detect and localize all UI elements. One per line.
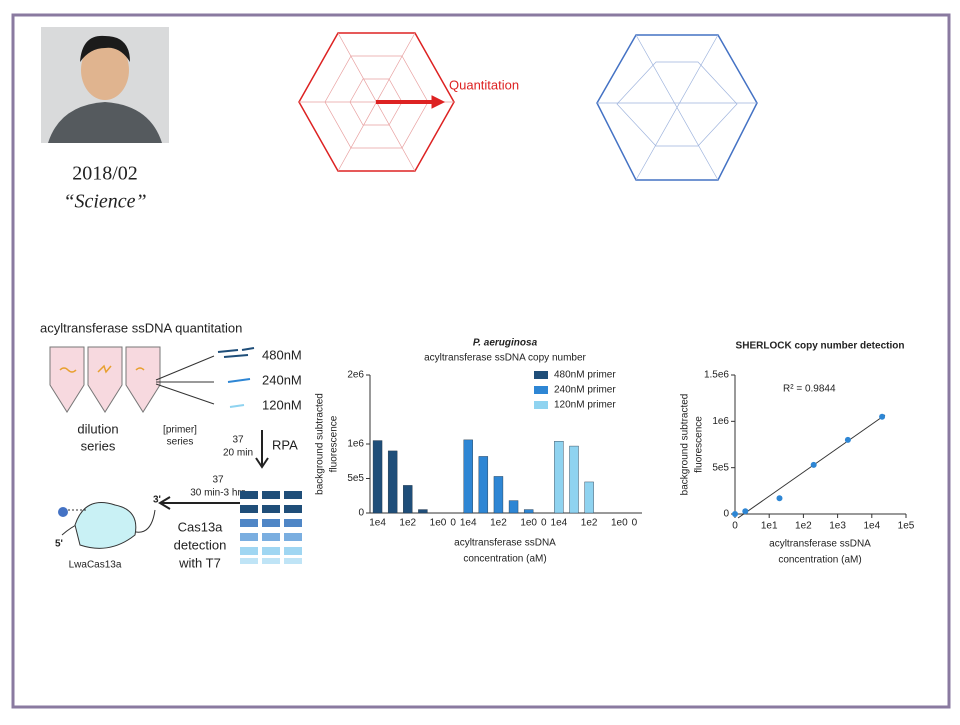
legend-label: 480nM primer: [554, 370, 616, 381]
detection-label: Cas13a: [178, 519, 224, 534]
chart-title: SHERLOCK copy number detection: [736, 341, 905, 352]
legend-swatch: [534, 386, 548, 394]
y-tick-label: 5e5: [712, 462, 729, 473]
detection-label: detection: [174, 537, 227, 552]
x-tick-label: 1e4: [460, 518, 477, 529]
y-tick-label: 1.5e6: [704, 370, 729, 381]
x-tick-label: 1e2: [399, 518, 416, 529]
y-tick-label: 1e6: [712, 416, 729, 427]
bar: [554, 441, 564, 514]
bar: [372, 440, 383, 514]
point: [879, 413, 886, 420]
chart-title: P. aeruginosa: [473, 338, 538, 349]
x-axis-label: concentration (aM): [778, 555, 861, 566]
y-tick-label: 0: [723, 509, 729, 520]
x-tick-label: 1e1: [761, 521, 778, 532]
diagram-title: acyltransferase ssDNA quantitation: [40, 320, 242, 335]
x-tick-label: 0: [732, 521, 738, 532]
bar: [463, 439, 473, 514]
y-axis-label: fluorescence: [329, 415, 340, 472]
annotation: R² = 0.9844: [783, 384, 836, 395]
legend-swatch: [534, 401, 548, 409]
legend-swatch: [534, 371, 548, 379]
workflow-diagram: acyltransferase ssDNA quantitation 480nM…: [40, 320, 302, 571]
x-tick-label: 1e4: [863, 521, 880, 532]
radar-blue: [596, 34, 758, 181]
x-tick-label: 0: [632, 518, 638, 529]
y-tick-label: 1e6: [347, 439, 364, 450]
bar: [493, 476, 504, 514]
bar: [569, 445, 579, 514]
bar: [523, 509, 534, 514]
bar: [478, 456, 489, 514]
x-tick-label: 1e0: [430, 518, 447, 529]
slide-frame: [11, 13, 951, 709]
dilution-label: dilution: [77, 421, 118, 436]
point: [810, 461, 817, 468]
cas-temp: 30 min-3 hrs: [190, 488, 246, 499]
bar: [387, 450, 398, 514]
end-label: 5': [55, 539, 63, 550]
rpa-temp: 37: [232, 435, 244, 446]
primer-label: 120nM: [262, 397, 302, 412]
point: [732, 511, 738, 517]
end-label: 3': [153, 495, 161, 506]
x-tick-label: 1e2: [490, 518, 507, 529]
cas-temp: 37: [212, 475, 224, 486]
x-tick-label: 1e2: [581, 518, 598, 529]
bar: [403, 485, 413, 514]
bar: [418, 509, 428, 514]
point: [742, 508, 749, 515]
x-axis-label: concentration (aM): [463, 554, 546, 565]
y-axis-label: fluorescence: [694, 416, 705, 473]
journal: “Science”: [63, 191, 146, 213]
primer-series-label: series: [167, 437, 194, 448]
y-tick-label: 5e5: [347, 473, 364, 484]
point: [844, 436, 851, 443]
detection-label: with T7: [178, 555, 221, 570]
point: [776, 495, 783, 502]
rpa-temp: 20 min: [223, 448, 253, 459]
x-tick-label: 0: [541, 518, 547, 529]
x-tick-label: 1e4: [551, 518, 568, 529]
bar: [584, 481, 594, 514]
x-axis-label: acyltransferase ssDNA: [769, 539, 871, 550]
y-axis-label: background subtracted: [680, 394, 691, 496]
y-axis-label: background subtracted: [315, 393, 326, 495]
y-tick-label: 2e6: [347, 370, 364, 381]
radar-label: Quantitation: [449, 77, 519, 92]
readout-grid: [240, 491, 302, 564]
x-tick-label: 1e0: [611, 518, 628, 529]
legend-label: 120nM primer: [554, 400, 616, 411]
bar: [508, 500, 519, 514]
chart-subtitle: acyltransferase ssDNA copy number: [424, 353, 586, 364]
y-tick-label: 0: [358, 508, 364, 519]
x-tick-label: 1e0: [520, 518, 537, 529]
portrait: [41, 27, 169, 143]
enzyme-label: LwaCas13a: [69, 560, 122, 571]
primer-label: 480nM: [262, 347, 302, 362]
radar-red: [298, 32, 455, 172]
primer-series-label: [primer]: [163, 425, 197, 436]
legend-label: 240nM primer: [554, 385, 616, 396]
x-tick-label: 1e4: [369, 518, 386, 529]
dilution-label: series: [81, 438, 116, 453]
rpa-label: RPA: [272, 437, 298, 452]
x-tick-label: 0: [450, 518, 456, 529]
x-axis-label: acyltransferase ssDNA: [454, 538, 556, 549]
x-tick-label: 1e5: [898, 521, 915, 532]
x-tick-label: 1e2: [795, 521, 812, 532]
primer-label: 240nM: [262, 372, 302, 387]
x-tick-label: 1e3: [829, 521, 846, 532]
date: 2018/02: [72, 163, 138, 185]
